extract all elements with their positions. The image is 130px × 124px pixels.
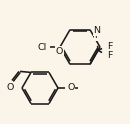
Text: F: F	[94, 31, 100, 40]
Text: O: O	[6, 83, 14, 92]
Text: F: F	[107, 51, 112, 60]
Text: O: O	[56, 46, 63, 56]
Text: N: N	[93, 26, 100, 35]
Text: F: F	[107, 42, 112, 51]
Text: Cl: Cl	[38, 43, 47, 51]
Text: O: O	[67, 83, 74, 93]
